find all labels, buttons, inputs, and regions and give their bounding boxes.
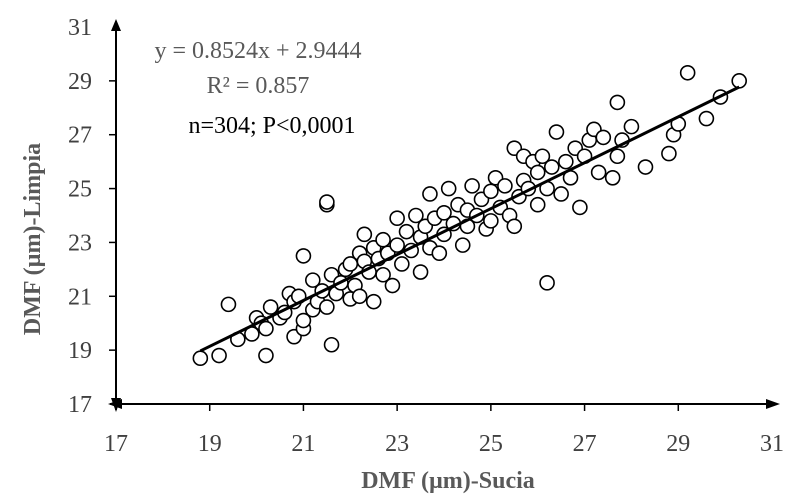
data-point: [679, 64, 696, 81]
r-squared-label: R² = 0.857: [207, 73, 310, 99]
y-tick-label: 25: [68, 177, 92, 203]
data-point: [258, 320, 274, 337]
y-tick-label: 17: [68, 392, 92, 418]
data-point: [375, 266, 391, 283]
data-point: [351, 288, 368, 305]
data-point: [394, 256, 410, 272]
x-axis-title: DMF (µm)-Sucia: [361, 468, 535, 494]
data-point: [609, 94, 626, 111]
data-point: [543, 159, 560, 175]
data-point: [192, 350, 209, 367]
data-point: [529, 164, 546, 181]
data-point: [483, 213, 499, 229]
y-tick-label: 23: [68, 230, 92, 256]
stats-label: n=304; P<0,0001: [188, 113, 355, 139]
data-point: [604, 170, 621, 186]
data-point: [497, 178, 513, 194]
x-axis-arrow-left: [108, 399, 122, 409]
data-point: [637, 159, 654, 175]
data-point: [408, 207, 424, 224]
axes-layer: [108, 19, 780, 412]
data-point: [384, 277, 401, 294]
data-point: [304, 272, 321, 288]
x-tick-label: 27: [573, 431, 597, 457]
data-point: [412, 264, 429, 280]
data-point: [506, 218, 523, 235]
x-tick-label: 31: [760, 431, 784, 457]
data-point: [595, 129, 612, 146]
data-point: [422, 186, 438, 202]
data-point: [558, 153, 574, 170]
data-point: [454, 237, 471, 253]
data-point: [323, 336, 340, 353]
x-tick-label: 29: [666, 431, 690, 457]
data-point: [319, 299, 335, 315]
data-point: [295, 312, 312, 329]
data-point: [534, 148, 551, 165]
data-point: [623, 118, 640, 135]
data-point: [398, 223, 415, 240]
regression-line: [199, 85, 740, 353]
y-tick-label: 31: [68, 15, 92, 41]
data-point: [220, 296, 237, 313]
data-point: [572, 199, 588, 216]
data-point: [553, 186, 569, 202]
x-tick-label: 21: [291, 431, 315, 457]
equation-label: y = 0.8524x + 2.9444: [154, 38, 361, 64]
y-tick-label: 21: [68, 284, 92, 310]
data-point: [211, 347, 227, 364]
data-point: [319, 194, 335, 210]
data-point: [529, 196, 546, 213]
points-layer: [192, 64, 748, 367]
data-point: [295, 248, 312, 264]
data-point: [590, 164, 607, 181]
y-axis-arrow-up: [111, 19, 121, 31]
data-point: [431, 245, 448, 261]
data-point: [389, 237, 405, 253]
data-point: [698, 110, 715, 127]
x-tick-label: 19: [198, 431, 222, 457]
data-point: [440, 180, 457, 197]
data-point: [539, 275, 555, 291]
y-axis-title: DMF (µm)-Limpia: [20, 143, 46, 335]
fit-layer: [199, 85, 740, 353]
data-point: [464, 178, 480, 194]
data-point: [483, 183, 499, 200]
data-point: [609, 148, 626, 165]
data-point: [258, 347, 274, 364]
y-tick-label: 19: [68, 338, 92, 364]
x-axis-arrow-right: [766, 399, 780, 409]
x-tick-label: 23: [385, 431, 409, 457]
data-point: [389, 210, 405, 226]
data-point: [436, 205, 452, 221]
x-tick-label: 17: [104, 431, 128, 457]
data-point: [375, 231, 391, 248]
data-point: [356, 226, 373, 243]
data-point: [548, 124, 565, 140]
data-point: [661, 145, 677, 162]
y-tick-label: 29: [68, 69, 92, 95]
x-tick-label: 25: [479, 431, 503, 457]
y-tick-label: 27: [68, 123, 92, 149]
data-point: [731, 73, 748, 89]
data-point: [365, 293, 382, 310]
tick-labels-layer: 17 19 21 23 25 27 29 31 17 19 21 23 25 27 29 31: [68, 15, 784, 457]
data-point: [262, 299, 279, 315]
